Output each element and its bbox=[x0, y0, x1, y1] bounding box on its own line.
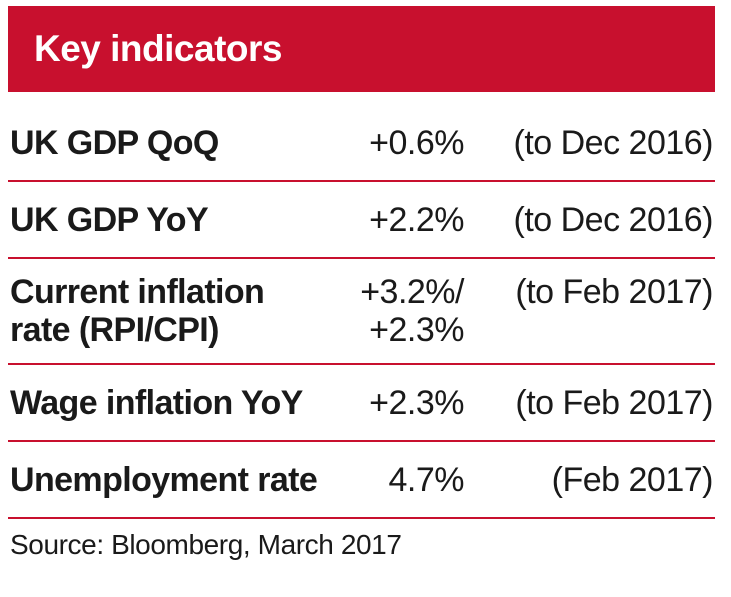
indicator-period: (to Feb 2017) bbox=[515, 383, 713, 422]
indicator-period: (Feb 2017) bbox=[551, 460, 714, 499]
indicator-label: Current inflation rate (RPI/CPI) bbox=[8, 273, 340, 349]
indicator-value: +2.3% bbox=[369, 383, 464, 422]
table-row: Current inflation rate (RPI/CPI) +3.2%/ … bbox=[8, 259, 715, 365]
indicator-label: Unemployment rate bbox=[10, 460, 318, 499]
table-row: Unemployment rate 4.7% (Feb 2017) bbox=[8, 442, 715, 519]
indicator-value: +0.6% bbox=[369, 123, 464, 162]
indicator-value: 4.7% bbox=[388, 460, 465, 499]
indicator-label: UK GDP QoQ bbox=[10, 123, 219, 162]
indicator-label: UK GDP YoY bbox=[10, 200, 209, 239]
indicator-label: Wage inflation YoY bbox=[10, 383, 303, 422]
table-row: UK GDP QoQ +0.6% (to Dec 2016) bbox=[8, 105, 715, 182]
indicator-period: (to Dec 2016) bbox=[513, 123, 714, 162]
panel-title: Key indicators bbox=[34, 28, 282, 69]
indicator-label-line: rate (RPI/CPI) bbox=[10, 311, 219, 349]
indicator-value-line: +2.3% bbox=[369, 311, 464, 349]
key-indicators-panel: Key indicators UK GDP QoQ +0.6% (to Dec … bbox=[8, 6, 715, 561]
indicator-table: UK GDP QoQ +0.6% (to Dec 2016) UK GDP Yo… bbox=[8, 105, 715, 519]
indicator-value: +2.2% bbox=[369, 200, 464, 239]
indicator-period: (to Feb 2017) bbox=[515, 273, 713, 311]
indicator-value-line: +3.2%/ bbox=[360, 273, 464, 311]
source-note: Source: Bloomberg, March 2017 bbox=[10, 529, 402, 560]
panel-header: Key indicators bbox=[8, 6, 715, 92]
indicator-label-line: Current inflation bbox=[10, 273, 265, 311]
indicator-period: (to Dec 2016) bbox=[513, 200, 714, 239]
table-row: Wage inflation YoY +2.3% (to Feb 2017) bbox=[8, 365, 715, 442]
table-row: UK GDP YoY +2.2% (to Dec 2016) bbox=[8, 182, 715, 259]
indicator-value: +3.2%/ +2.3% bbox=[340, 273, 464, 349]
